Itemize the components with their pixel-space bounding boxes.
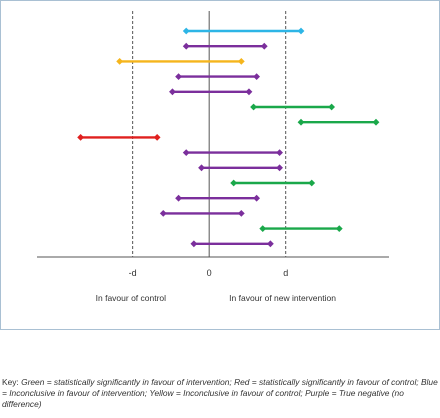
interval-upper-marker bbox=[328, 103, 336, 111]
interval-lower-marker bbox=[259, 225, 267, 232]
forest-plot-svg: -d 0 d bbox=[37, 11, 389, 278]
color-key: Key: Green = statistically significantly… bbox=[2, 377, 438, 411]
left-region-label: In favour of control bbox=[95, 293, 167, 303]
forest-plot-figure: -d 0 d In favour of control In favour of n… bbox=[0, 0, 440, 330]
key-prefix: Key: bbox=[2, 377, 22, 387]
interval-1-purple bbox=[182, 42, 268, 50]
interval-upper-marker bbox=[253, 73, 261, 80]
interval-7-red bbox=[77, 134, 161, 141]
interval-lower-marker bbox=[182, 149, 190, 156]
interval-lower-marker bbox=[159, 210, 167, 217]
confidence-intervals bbox=[77, 27, 380, 248]
interval-upper-marker bbox=[266, 240, 274, 248]
interval-11-purple bbox=[175, 194, 261, 202]
interval-lower-marker bbox=[250, 103, 257, 111]
interval-13-green bbox=[259, 225, 343, 232]
interval-upper-marker bbox=[308, 179, 316, 187]
interval-8-purple bbox=[182, 149, 283, 156]
interval-upper-marker bbox=[276, 149, 283, 156]
interval-0-blue bbox=[182, 27, 305, 35]
interval-upper-marker bbox=[253, 194, 261, 202]
interval-12-purple bbox=[159, 210, 245, 217]
interval-lower-marker bbox=[190, 240, 198, 248]
interval-2-yellow bbox=[116, 58, 245, 65]
key-red: Red = statistically significantly in fav… bbox=[234, 377, 419, 387]
interval-upper-marker bbox=[245, 88, 253, 96]
interval-upper-marker bbox=[372, 118, 380, 126]
tick-label-0: -d bbox=[129, 268, 137, 278]
interval-upper-marker bbox=[335, 225, 343, 232]
interval-14-purple bbox=[190, 240, 274, 248]
interval-lower-marker bbox=[116, 58, 124, 65]
interval-3-purple bbox=[175, 73, 261, 80]
interval-lower-marker bbox=[175, 73, 182, 80]
interval-upper-marker bbox=[153, 134, 161, 141]
tick-label-1: 0 bbox=[207, 268, 212, 278]
interval-upper-marker bbox=[237, 58, 245, 65]
tick-label-2: d bbox=[283, 268, 288, 278]
interval-upper-marker bbox=[260, 42, 268, 50]
interval-upper-marker bbox=[297, 27, 305, 35]
interval-lower-marker bbox=[230, 179, 238, 187]
interval-lower-marker bbox=[297, 118, 305, 126]
x-axis: -d 0 d bbox=[37, 256, 389, 278]
key-blue: Blue = Inconclusive in favour of interve… bbox=[2, 377, 438, 399]
reference-lines bbox=[132, 11, 287, 257]
interval-lower-marker bbox=[182, 42, 190, 50]
interval-upper-marker bbox=[276, 164, 283, 172]
interval-lower-marker bbox=[182, 27, 190, 35]
interval-lower-marker bbox=[77, 134, 85, 141]
interval-6-green bbox=[297, 118, 380, 126]
key-yellow: Yellow = Inconclusive in favour of contr… bbox=[149, 388, 303, 399]
interval-lower-marker bbox=[169, 88, 176, 96]
interval-4-purple bbox=[169, 88, 253, 96]
right-region-label: In favour of new intervention bbox=[229, 293, 336, 303]
key-green: Green = statistically significantly in f… bbox=[21, 377, 232, 387]
interval-lower-marker bbox=[175, 194, 182, 202]
key-purple: Purple = True negative (no difference) bbox=[2, 388, 404, 410]
interval-lower-marker bbox=[198, 164, 205, 172]
interval-9-purple bbox=[198, 164, 283, 172]
interval-10-green bbox=[230, 179, 316, 187]
interval-5-green bbox=[250, 103, 336, 111]
interval-upper-marker bbox=[237, 210, 245, 217]
